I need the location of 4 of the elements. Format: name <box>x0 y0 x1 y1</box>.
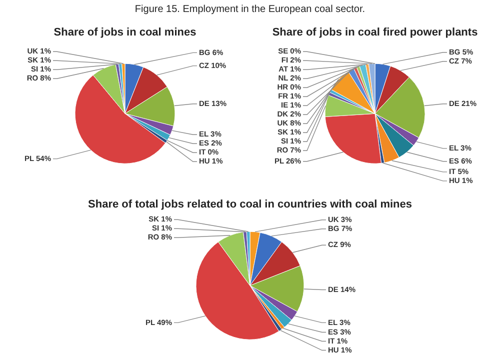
chart-title: Share of jobs in coal fired power plants <box>272 26 478 39</box>
chart-title: Share of total jobs related to coal in countries with coal mines <box>88 198 412 211</box>
caption: Figure 15. Employment in the European coal sector. <box>134 4 366 15</box>
chart-title: Share of jobs in coal mines <box>54 26 196 39</box>
